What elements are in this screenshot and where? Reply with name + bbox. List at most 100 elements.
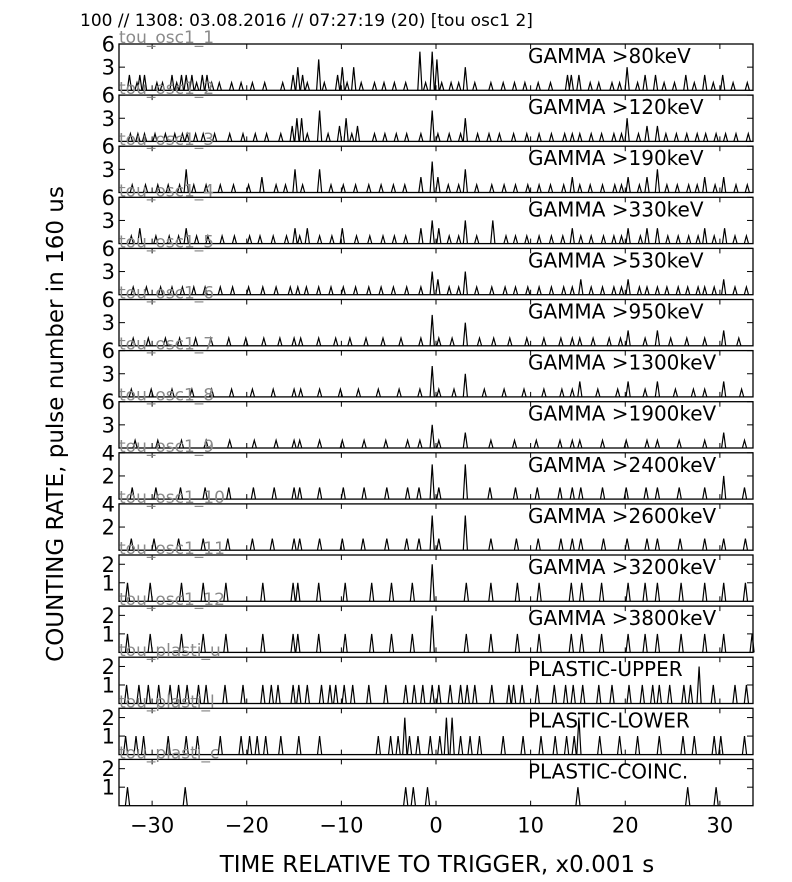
data-pulse <box>277 335 283 346</box>
data-pulse <box>500 80 506 91</box>
data-pulse <box>153 487 159 500</box>
data-pulse <box>166 233 172 244</box>
data-pulse <box>598 582 605 602</box>
data-pulse <box>418 131 424 142</box>
data-pulse <box>548 233 555 244</box>
data-pulse <box>463 633 469 653</box>
data-pulse <box>475 131 481 142</box>
data-pulse <box>522 80 528 91</box>
data-pulse <box>382 131 388 142</box>
data-pulse <box>172 131 178 142</box>
y-tick-label: 6 <box>102 237 115 261</box>
data-pulse <box>676 487 682 500</box>
data-pulse <box>246 736 253 755</box>
data-pulse <box>733 131 739 142</box>
data-pulse <box>676 438 682 449</box>
data-pulse <box>449 717 455 755</box>
data-pulse <box>502 284 508 295</box>
data-pulse <box>474 182 480 193</box>
data-pulse <box>702 228 708 244</box>
data-pulse <box>435 131 441 142</box>
data-pulse <box>696 666 702 704</box>
data-pulse <box>739 386 745 398</box>
data-pulse <box>290 633 296 653</box>
data-pulse <box>577 182 583 193</box>
data-pulse <box>713 131 719 142</box>
panel-8: 36 GAMMA >1900keV tou_osc1_8 <box>102 386 754 449</box>
data-pulse <box>391 233 397 244</box>
data-pulse <box>429 424 435 449</box>
data-pulse <box>588 131 594 142</box>
data-pulse <box>202 284 208 295</box>
channel-name: tou_osc1_3 <box>119 130 214 150</box>
y-tick-label: 1 <box>102 622 115 646</box>
data-pulse <box>588 284 594 295</box>
data-pulse <box>304 131 310 142</box>
data-pulse <box>462 322 468 346</box>
data-pulse <box>295 284 301 295</box>
panel-14: 12 PLASTIC-LOWER tou_plasti_l <box>102 692 754 756</box>
data-pulse <box>548 131 555 142</box>
data-pulse <box>151 538 157 551</box>
data-pulse <box>749 633 755 653</box>
data-pulse <box>398 335 404 346</box>
data-pulse <box>429 161 435 193</box>
data-pulse <box>436 335 442 346</box>
data-pulse <box>710 80 716 91</box>
data-pulse <box>179 131 186 142</box>
data-pulse <box>457 736 464 755</box>
data-pulse <box>393 131 399 142</box>
data-pulse <box>178 633 185 653</box>
data-pulse <box>702 335 708 346</box>
data-pulse <box>743 233 750 244</box>
data-pulse <box>153 233 159 244</box>
data-pulse <box>577 381 583 397</box>
data-pulse <box>238 80 244 91</box>
data-pulse <box>252 131 258 142</box>
data-pulse <box>569 228 575 244</box>
y-tick-label: 3 <box>102 158 115 182</box>
data-pulse <box>369 633 375 653</box>
data-pulse <box>578 538 584 551</box>
data-pulse <box>533 438 539 449</box>
data-pulse <box>282 182 289 193</box>
data-pulse <box>194 736 201 755</box>
data-pulse <box>409 582 415 602</box>
data-pulse <box>563 684 569 704</box>
y-tick-label: 6 <box>102 339 115 363</box>
data-pulse <box>673 131 679 142</box>
data-pulse <box>366 684 372 704</box>
data-pulse <box>637 233 644 244</box>
data-pulse <box>260 684 266 704</box>
panel-label: GAMMA >1900keV <box>528 402 717 426</box>
data-pulse <box>316 538 323 551</box>
data-pulse <box>576 717 582 755</box>
data-pulse <box>352 284 359 295</box>
data-pulse <box>580 684 586 704</box>
y-tick-label: 6 <box>102 186 115 210</box>
data-pulse <box>654 633 661 653</box>
data-pulse <box>472 684 478 704</box>
data-pulse <box>625 582 631 602</box>
data-pulse <box>457 131 464 142</box>
data-pulse <box>634 80 641 91</box>
channel-name: tou_osc1_4 <box>119 181 214 201</box>
data-pulse <box>616 80 623 91</box>
data-pulse <box>742 538 749 551</box>
data-pulse <box>721 633 727 653</box>
y-tick-label: 1 <box>102 725 115 749</box>
data-pulse <box>429 110 435 142</box>
data-pulse <box>316 386 323 398</box>
data-pulse <box>579 633 585 653</box>
data-pulse <box>429 464 435 500</box>
data-pulse <box>578 487 584 500</box>
data-pulse <box>486 131 492 142</box>
data-pulse <box>228 80 235 91</box>
data-pulse <box>736 335 742 346</box>
data-pulse <box>557 437 563 449</box>
data-pulse <box>217 736 223 755</box>
data-pulse <box>436 437 442 449</box>
data-pulse <box>297 233 303 244</box>
data-pulse <box>388 633 395 653</box>
data-pulse <box>512 182 519 193</box>
